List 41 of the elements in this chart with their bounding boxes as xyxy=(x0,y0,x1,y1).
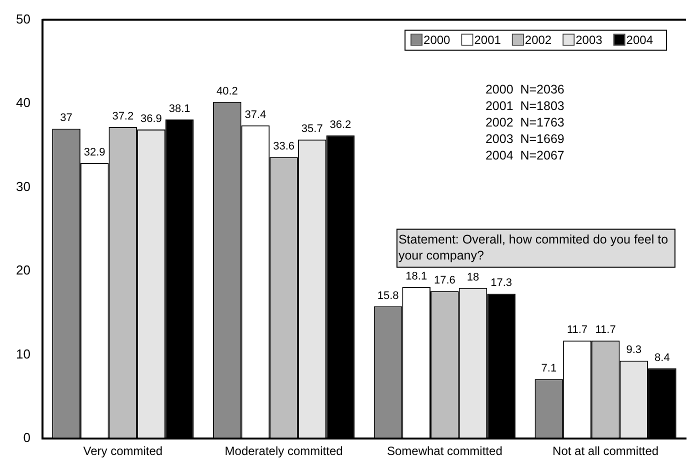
legend-label: 2001 xyxy=(474,33,502,48)
legend-label: 2004 xyxy=(626,33,654,48)
y-tick-label: 10 xyxy=(16,346,30,362)
y-tick-label: 30 xyxy=(16,178,30,194)
x-tick-label: Moderately committed xyxy=(224,444,343,458)
annotation: 2004 N=2067 xyxy=(485,148,564,162)
data-label: 37.4 xyxy=(244,108,266,121)
annotation: 2002 N=1763 xyxy=(485,115,564,130)
x-tick-label: Somewhat committed xyxy=(386,444,502,458)
annotation: 2003 N=1669 xyxy=(485,132,564,146)
data-label: 38.1 xyxy=(168,103,190,116)
x-tick-label: Not at all committed xyxy=(552,444,659,458)
data-label: 37 xyxy=(60,112,72,124)
data-label: 36.9 xyxy=(140,113,162,126)
y-tick-label: 50 xyxy=(16,11,30,26)
data-label: 15.8 xyxy=(377,290,399,302)
data-label: 36.2 xyxy=(330,118,352,131)
legend-label: 2000 xyxy=(424,33,451,48)
annotation: 2001 N=1803 xyxy=(485,98,564,113)
data-label: 18.1 xyxy=(406,270,428,283)
y-tick-label: 40 xyxy=(16,95,30,110)
legend-label: 2002 xyxy=(524,33,552,48)
annotation: Statement: Overall, how commited do you feel to your company? xyxy=(398,232,668,262)
data-label: 37.2 xyxy=(112,110,134,123)
data-label: 8.4 xyxy=(654,352,670,364)
data-label: 40.2 xyxy=(216,85,238,98)
legend-label: 2003 xyxy=(576,33,603,48)
x-tick-label: Very commited xyxy=(83,444,163,458)
data-label: 32.9 xyxy=(84,146,106,159)
data-label: 7.1 xyxy=(541,362,557,375)
data-label: 18 xyxy=(466,271,480,284)
annotation: 2000 N=2036 xyxy=(485,82,564,96)
data-label: 35.7 xyxy=(301,123,323,136)
data-label: 17.6 xyxy=(434,274,456,287)
data-label: 11.7 xyxy=(595,324,616,336)
data-label: 33.6 xyxy=(273,140,294,153)
y-tick-label: 0 xyxy=(23,430,30,446)
data-label: 11.7 xyxy=(566,324,588,336)
y-tick-label: 20 xyxy=(16,262,30,278)
data-label: 9.3 xyxy=(626,344,642,356)
data-label: 17.3 xyxy=(490,277,512,290)
